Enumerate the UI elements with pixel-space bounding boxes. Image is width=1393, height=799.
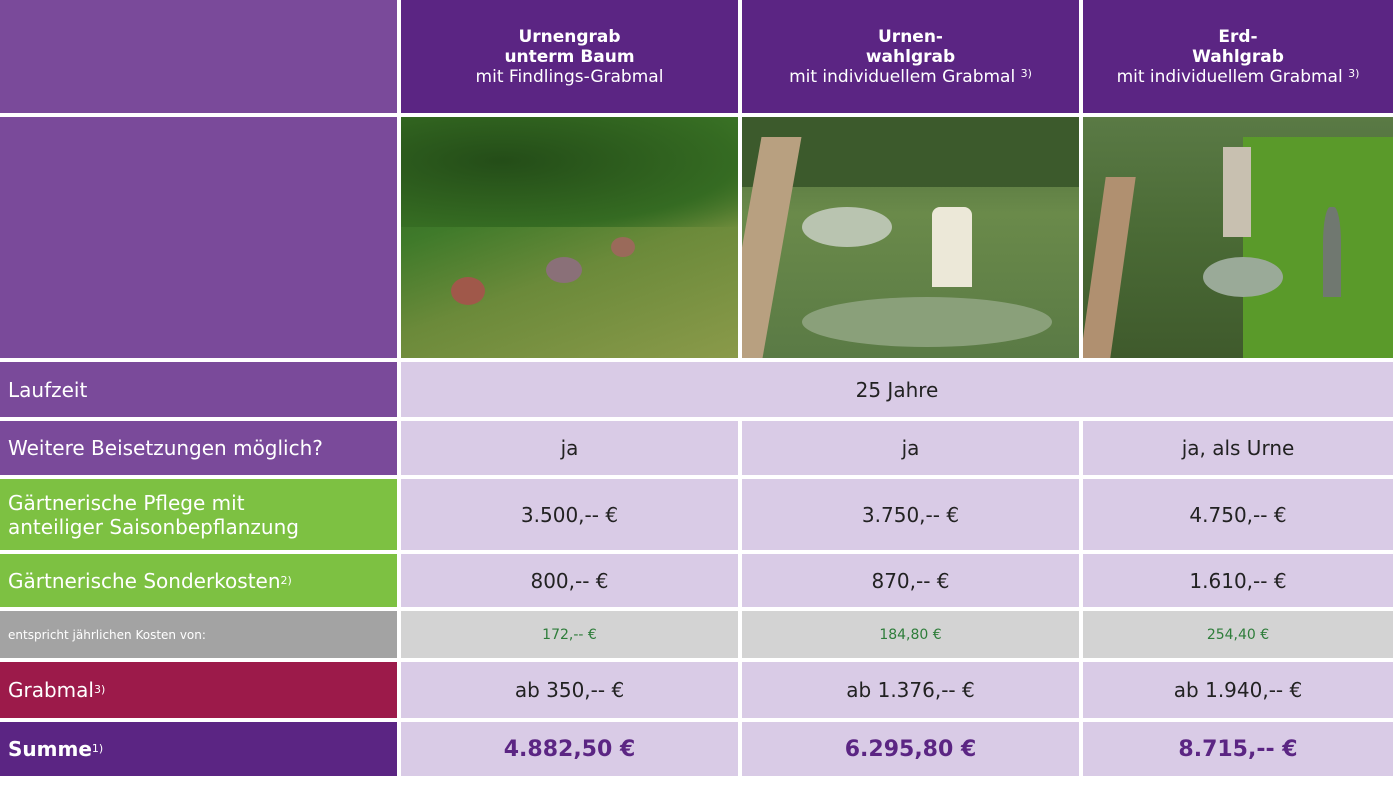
footnote-mark: 3) — [1021, 67, 1032, 80]
photo-rock — [546, 257, 582, 283]
cell-text: 254,40 € — [1207, 627, 1269, 643]
cell: ja — [401, 421, 738, 475]
cell-text: 4.750,-- € — [1189, 503, 1286, 527]
cell-text: 3.750,-- € — [862, 503, 959, 527]
cell: 3.500,-- € — [401, 479, 738, 550]
grave-photo — [1083, 117, 1393, 358]
row-label: entspricht jährlichen Kosten von: — [0, 611, 397, 658]
row-label-text: Gärtnerische Pflege mit — [8, 491, 245, 515]
photo-rock — [451, 277, 485, 305]
cell: ab 350,-- € — [401, 662, 738, 718]
cell: 870,-- € — [742, 554, 1079, 607]
grave-photo — [401, 117, 738, 358]
cell-text: 6.295,80 € — [845, 737, 977, 762]
row-label: Weitere Beisetzungen möglich? — [0, 421, 397, 475]
cell: 800,-- € — [401, 554, 738, 607]
column-title: wahlgrab — [866, 47, 955, 67]
sum-cell: 6.295,80 € — [742, 722, 1079, 776]
grave-photo — [742, 117, 1079, 358]
row-label-text: anteiliger Saisonbepflanzung — [8, 515, 299, 539]
column-subtitle: mit Findlings-Grabmal — [476, 67, 664, 87]
row-label-text: Grabmal — [8, 678, 94, 702]
photo-plants — [802, 207, 892, 247]
cell: 1.610,-- € — [1083, 554, 1393, 607]
cell-text: 172,-- € — [542, 627, 597, 643]
photo-stone — [1223, 147, 1251, 237]
cell-text: 4.882,50 € — [504, 737, 636, 762]
cell: 254,40 € — [1083, 611, 1393, 658]
column-title: Urnen- — [878, 27, 943, 47]
photo-plants — [802, 297, 1052, 347]
row-label-text: entspricht jährlichen Kosten von: — [8, 628, 206, 642]
cell: 184,80 € — [742, 611, 1079, 658]
footnote-mark: 3) — [94, 683, 105, 697]
corner-cell — [0, 0, 397, 113]
page: {"header":{"columns":[ {"title_lines":["… — [0, 0, 1393, 799]
column-title: unterm Baum — [504, 47, 634, 67]
column-header: Urnen- wahlgrab mit individuellem Grabma… — [742, 0, 1079, 113]
price-table: Urnengrab unterm Baum mit Findlings-Grab… — [0, 0, 1393, 776]
photo-stone — [1323, 207, 1341, 297]
cell-text: ab 1.376,-- € — [846, 678, 974, 702]
cell-text: ab 350,-- € — [515, 678, 624, 702]
column-title: Urnengrab — [518, 27, 620, 47]
column-header: Urnengrab unterm Baum mit Findlings-Grab… — [401, 0, 738, 113]
column-subtitle: mit individuellem Grabmal — [1117, 67, 1343, 87]
row-label-text: Summe — [8, 737, 92, 761]
column-subtitle-line: mit individuellem Grabmal 3) — [1117, 67, 1360, 87]
footnote-mark: 3) — [1348, 67, 1359, 80]
cell: ab 1.940,-- € — [1083, 662, 1393, 718]
cell: 172,-- € — [401, 611, 738, 658]
cell-text: 25 Jahre — [856, 378, 939, 402]
photo-stone — [932, 207, 972, 287]
column-title: Wahlgrab — [1192, 47, 1284, 67]
row-label-text: Gärtnerische Sonderkosten — [8, 569, 281, 593]
cell: ja — [742, 421, 1079, 475]
row-label: Laufzeit — [0, 362, 397, 417]
row-label: Gärtnerische Pflege mit anteiliger Saiso… — [0, 479, 397, 550]
cell: ja, als Urne — [1083, 421, 1393, 475]
column-subtitle-line: mit individuellem Grabmal 3) — [789, 67, 1032, 87]
cell-text: 870,-- € — [871, 569, 949, 593]
cell: 3.750,-- € — [742, 479, 1079, 550]
cell-text: 3.500,-- € — [521, 503, 618, 527]
sum-cell: 8.715,-- € — [1083, 722, 1393, 776]
sum-cell: 4.882,50 € — [401, 722, 738, 776]
footnote-mark: 1) — [92, 742, 103, 756]
cell: 4.750,-- € — [1083, 479, 1393, 550]
column-title: Erd- — [1218, 27, 1257, 47]
row-label-text: Laufzeit — [8, 378, 87, 402]
body: Urnengrab unterm Baum mit Findlings-Grab… — [0, 0, 1393, 799]
column-subtitle: mit individuellem Grabmal — [789, 67, 1015, 87]
cell-text: ab 1.940,-- € — [1174, 678, 1302, 702]
cell-text: 800,-- € — [530, 569, 608, 593]
cell-text: 1.610,-- € — [1189, 569, 1286, 593]
cell-text: ja — [902, 436, 920, 460]
cell: ab 1.376,-- € — [742, 662, 1079, 718]
photo-plants — [1203, 257, 1283, 297]
photo-path — [1083, 177, 1136, 358]
cell-text: 184,80 € — [879, 627, 941, 643]
merged-cell: 25 Jahre — [401, 362, 1393, 417]
column-header: Erd- Wahlgrab mit individuellem Grabmal … — [1083, 0, 1393, 113]
cell-text: ja — [561, 436, 579, 460]
cell-text: ja, als Urne — [1182, 436, 1295, 460]
corner-cell — [0, 117, 397, 358]
photo-rock — [611, 237, 635, 257]
photo-hedge — [1243, 137, 1393, 358]
cell-text: 8.715,-- € — [1178, 737, 1297, 762]
row-label-text: Weitere Beisetzungen möglich? — [8, 436, 323, 460]
footnote-mark: 2) — [281, 574, 292, 588]
